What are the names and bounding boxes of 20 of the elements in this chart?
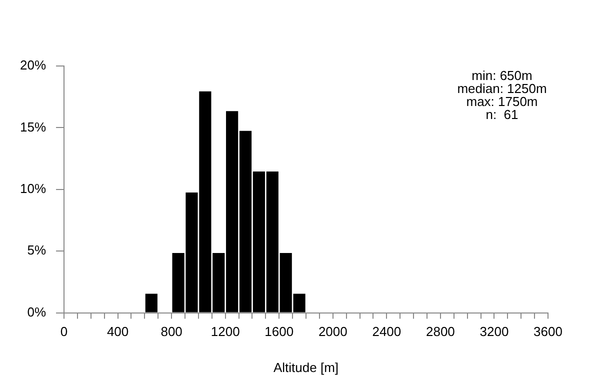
x-tick-label: 2800 xyxy=(426,324,455,340)
x-tick-label: 3200 xyxy=(480,324,509,340)
annotation: n: 61 xyxy=(486,107,518,122)
x-tick-label: 2400 xyxy=(372,324,402,340)
x-axis-title: Altitude [m] xyxy=(273,360,339,375)
x-tick-label: 0 xyxy=(60,324,68,340)
y-tick-label: 20% xyxy=(20,58,46,73)
y-tick-label: 5% xyxy=(27,242,46,258)
y-tick-label: 10% xyxy=(20,180,46,196)
x-tick-label: 800 xyxy=(160,324,182,340)
x-tick-label: 1600 xyxy=(264,324,294,340)
x-tick-label: 1200 xyxy=(210,324,240,340)
annotation: min: 650m xyxy=(472,68,532,84)
y-tick-label: 0% xyxy=(27,304,46,320)
annotation: max: 1750m xyxy=(466,94,538,110)
x-tick-label: 2000 xyxy=(318,324,348,340)
y-tick-label: 15% xyxy=(20,119,46,134)
x-tick-label: 400 xyxy=(106,324,129,340)
x-tick-label: 3600 xyxy=(534,324,562,340)
annotation: median: 1250m xyxy=(457,81,547,96)
